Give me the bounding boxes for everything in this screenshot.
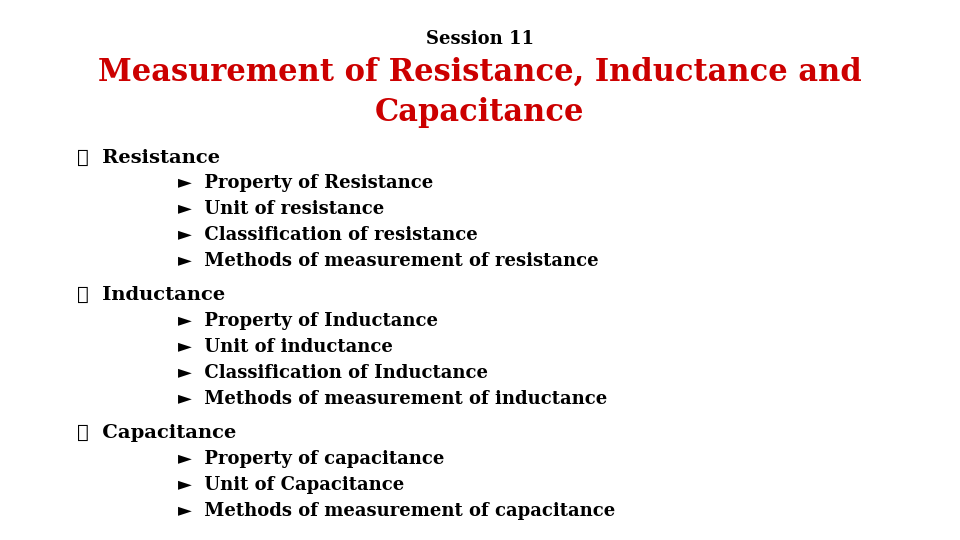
Text: ►  Property of Resistance: ► Property of Resistance	[178, 174, 433, 192]
Text: Session 11: Session 11	[426, 30, 534, 48]
Text: ✓  Inductance: ✓ Inductance	[77, 286, 225, 304]
Text: ►  Property of capacitance: ► Property of capacitance	[178, 450, 444, 468]
Text: ✓  Resistance: ✓ Resistance	[77, 148, 220, 166]
Text: ►  Classification of Inductance: ► Classification of Inductance	[178, 364, 488, 382]
Text: ►  Methods of measurement of inductance: ► Methods of measurement of inductance	[178, 390, 607, 408]
Text: Measurement of Resistance, Inductance and: Measurement of Resistance, Inductance an…	[98, 57, 862, 87]
Text: Capacitance: Capacitance	[375, 97, 585, 128]
Text: ✓  Capacitance: ✓ Capacitance	[77, 424, 236, 442]
Text: ►  Unit of inductance: ► Unit of inductance	[178, 338, 393, 356]
Text: ►  Methods of measurement of resistance: ► Methods of measurement of resistance	[178, 252, 598, 270]
Text: ►  Unit of Capacitance: ► Unit of Capacitance	[178, 476, 404, 494]
Text: ►  Unit of resistance: ► Unit of resistance	[178, 200, 384, 218]
Text: ►  Methods of measurement of capacitance: ► Methods of measurement of capacitance	[178, 502, 614, 519]
Text: ►  Classification of resistance: ► Classification of resistance	[178, 226, 477, 244]
Text: ►  Property of Inductance: ► Property of Inductance	[178, 312, 438, 330]
